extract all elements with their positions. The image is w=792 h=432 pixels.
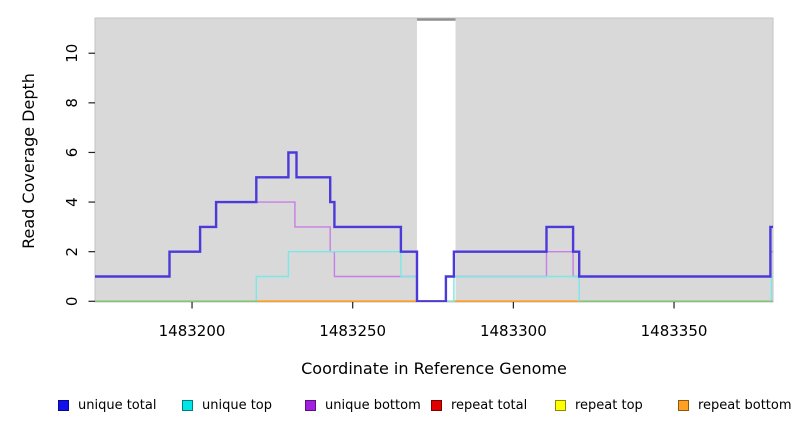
y-axis-label: Read Coverage Depth bbox=[19, 73, 38, 249]
coverage-gap-band bbox=[416, 19, 456, 301]
legend-label: unique bottom bbox=[325, 397, 421, 413]
x-tick-label: 1483350 bbox=[641, 322, 708, 340]
legend-swatch-repeat-top bbox=[555, 399, 566, 411]
y-tick-label: 0 bbox=[63, 297, 81, 307]
legend-item-repeat-bottom: repeat bottom bbox=[678, 396, 792, 414]
legend-label: unique top bbox=[202, 397, 273, 413]
legend-item-unique-bottom: unique bottom bbox=[305, 396, 421, 414]
y-tick-label: 6 bbox=[63, 148, 81, 158]
legend-item-unique-total: unique total bbox=[58, 396, 156, 414]
legend-swatch-repeat-total bbox=[431, 399, 442, 411]
x-tick-label: 1483250 bbox=[319, 322, 386, 340]
legend-label: unique total bbox=[78, 397, 157, 413]
legend-swatch-repeat-bottom bbox=[678, 399, 689, 411]
series-unique-total bbox=[95, 151, 773, 302]
series-layer bbox=[95, 151, 773, 302]
legend-label: repeat total bbox=[451, 397, 528, 413]
legend-swatch-unique-total bbox=[58, 399, 69, 411]
y-tick-label: 10 bbox=[63, 44, 81, 63]
legend-swatch-unique-top bbox=[182, 399, 193, 411]
x-tick-label: 1483300 bbox=[480, 322, 547, 340]
x-axis-label: Coordinate in Reference Genome bbox=[301, 359, 567, 378]
y-tick-label: 8 bbox=[63, 98, 81, 108]
axis-layer: 1483200 1483250 1483300 1483350 0 2 4 6 8 10 bbox=[63, 44, 707, 340]
legend-item-repeat-total: repeat total bbox=[431, 396, 527, 414]
legend: unique total unique top unique bottom repea… bbox=[0, 396, 792, 418]
y-tick-label: 4 bbox=[63, 197, 81, 207]
legend-item-repeat-top: repeat top bbox=[555, 396, 643, 414]
plot-panel-layer bbox=[94, 17, 774, 303]
legend-label: repeat bottom bbox=[698, 397, 792, 413]
legend-label: repeat top bbox=[575, 397, 643, 413]
legend-swatch-unique-bottom bbox=[305, 399, 316, 411]
x-tick-label: 1483200 bbox=[159, 322, 226, 340]
y-tick-label: 2 bbox=[63, 247, 81, 257]
legend-item-unique-top: unique top bbox=[182, 396, 272, 414]
